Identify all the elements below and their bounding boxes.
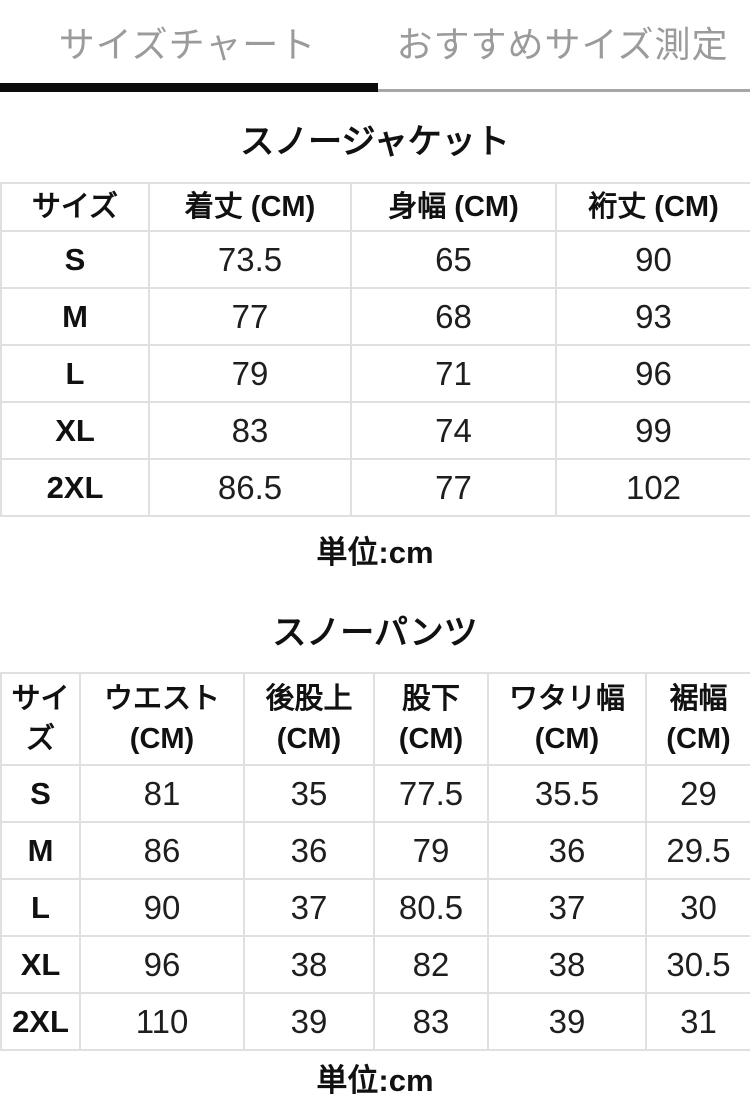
table-row: S 81 35 77.5 35.5 29 [0, 764, 750, 823]
jacket-table-header: サイズ 着丈 (CM) 身幅 (CM) 裄丈 (CM) [0, 182, 750, 232]
size-cell: L [0, 344, 150, 403]
column-header: 裄丈 (CM) [555, 182, 750, 232]
column-header: ウエスト (CM) [79, 672, 245, 766]
value-cell: 99 [555, 401, 750, 460]
value-cell: 96 [79, 935, 245, 994]
column-header: サイズ [0, 672, 81, 766]
tab-size-chart-label: サイズチャート [58, 23, 317, 65]
value-cell: 65 [350, 230, 557, 289]
value-cell: 36 [243, 821, 375, 880]
column-header-unit: (CM) [398, 723, 464, 755]
value-cell: 30 [645, 878, 750, 937]
value-cell: 39 [487, 992, 647, 1051]
jacket-unit-note: 単位:cm [316, 535, 434, 570]
value-cell: 71 [350, 344, 557, 403]
column-header: 後股上 (CM) [243, 672, 375, 766]
table-row: L 79 71 96 [0, 344, 750, 403]
tab-size-chart[interactable]: サイズチャート [0, 0, 375, 83]
column-header-label: 裾幅 [669, 683, 728, 715]
column-header: サイズ [0, 182, 150, 232]
value-cell: 37 [487, 878, 647, 937]
table-row: 2XL 86.5 77 102 [0, 458, 750, 517]
column-header-unit: (CM) [276, 723, 342, 755]
column-header-label: ウエスト [103, 683, 220, 715]
table-row: M 86 36 79 36 29.5 [0, 821, 750, 880]
column-header: ワタリ幅 (CM) [487, 672, 647, 766]
size-cell: S [0, 230, 150, 289]
column-header: 裾幅 (CM) [645, 672, 750, 766]
table-row: M 77 68 93 [0, 287, 750, 346]
size-cell: S [0, 764, 81, 823]
size-cell: M [0, 287, 150, 346]
column-header: 股下 (CM) [373, 672, 489, 766]
value-cell: 79 [373, 821, 489, 880]
jacket-table-body: S 73.5 65 90 M 77 68 93 L 79 71 96 XL 83 74 99 2XL 86.5 77… [0, 230, 750, 517]
header-row: サイズ 着丈 (CM) 身幅 (CM) 裄丈 (CM) [0, 182, 750, 232]
value-cell: 83 [373, 992, 489, 1051]
value-cell: 73.5 [148, 230, 352, 289]
column-header-label: ワタリ幅 [508, 683, 625, 715]
tab-list: サイズチャート おすすめサイズ測定 [0, 0, 750, 83]
value-cell: 81 [79, 764, 245, 823]
column-header-label: 後股上 [265, 683, 353, 715]
pants-table-header: サイズ ウエスト (CM) 後股上 (CM) 股下 (CM) ワタリ幅 (CM) 裾幅 (CM) [0, 672, 750, 766]
active-tab-indicator [0, 83, 378, 92]
column-header-label: 股下 [401, 683, 460, 715]
value-cell: 102 [555, 458, 750, 517]
pants-table-body: S 81 35 77.5 35.5 29 M 86 36 79 36 29.5 L 90 37 80.5 37 3… [0, 764, 750, 1051]
tab-bar: サイズチャート おすすめサイズ測定 [0, 0, 750, 92]
pants-unit-note: 単位:cm [316, 1063, 434, 1098]
value-cell: 77.5 [373, 764, 489, 823]
value-cell: 86.5 [148, 458, 352, 517]
table-row: L 90 37 80.5 37 30 [0, 878, 750, 937]
value-cell: 36 [487, 821, 647, 880]
tab-recommended-size-label: おすすめサイズ測定 [396, 23, 729, 65]
value-cell: 29 [645, 764, 750, 823]
header-row: サイズ ウエスト (CM) 後股上 (CM) 股下 (CM) ワタリ幅 (CM) 裾幅 (CM) [0, 672, 750, 766]
value-cell: 80.5 [373, 878, 489, 937]
value-cell: 83 [148, 401, 352, 460]
pants-size-table: サイズ ウエスト (CM) 後股上 (CM) 股下 (CM) ワタリ幅 (CM) 裾幅 (CM) S… [0, 672, 750, 1051]
size-cell: 2XL [0, 992, 81, 1051]
column-header: 着丈 (CM) [148, 182, 352, 232]
jacket-size-table: サイズ 着丈 (CM) 身幅 (CM) 裄丈 (CM) S 73.5 65 90 M 77 68 9… [0, 182, 750, 517]
column-header-unit: (CM) [534, 723, 600, 755]
value-cell: 82 [373, 935, 489, 994]
value-cell: 30.5 [645, 935, 750, 994]
size-cell: 2XL [0, 458, 150, 517]
value-cell: 93 [555, 287, 750, 346]
value-cell: 31 [645, 992, 750, 1051]
value-cell: 77 [350, 458, 557, 517]
size-cell: M [0, 821, 81, 880]
tab-recommended-size[interactable]: おすすめサイズ測定 [375, 0, 750, 83]
column-header-unit: (CM) [666, 723, 731, 755]
table-row: XL 83 74 99 [0, 401, 750, 460]
value-cell: 96 [555, 344, 750, 403]
size-cell: L [0, 878, 81, 937]
size-cell: XL [0, 935, 81, 994]
column-header: 身幅 (CM) [350, 182, 557, 232]
jacket-section-title: スノージャケット [240, 123, 510, 161]
value-cell: 79 [148, 344, 352, 403]
value-cell: 38 [487, 935, 647, 994]
value-cell: 37 [243, 878, 375, 937]
value-cell: 110 [79, 992, 245, 1051]
table-row: S 73.5 65 90 [0, 230, 750, 289]
pants-section-title: スノーパンツ [272, 614, 478, 652]
value-cell: 29.5 [645, 821, 750, 880]
value-cell: 90 [555, 230, 750, 289]
size-cell: XL [0, 401, 150, 460]
value-cell: 39 [243, 992, 375, 1051]
value-cell: 74 [350, 401, 557, 460]
value-cell: 77 [148, 287, 352, 346]
value-cell: 38 [243, 935, 375, 994]
value-cell: 86 [79, 821, 245, 880]
value-cell: 68 [350, 287, 557, 346]
table-row: XL 96 38 82 38 30.5 [0, 935, 750, 994]
column-header-unit: (CM) [129, 723, 195, 755]
table-row: 2XL 110 39 83 39 31 [0, 992, 750, 1051]
value-cell: 90 [79, 878, 245, 937]
value-cell: 35 [243, 764, 375, 823]
value-cell: 35.5 [487, 764, 647, 823]
